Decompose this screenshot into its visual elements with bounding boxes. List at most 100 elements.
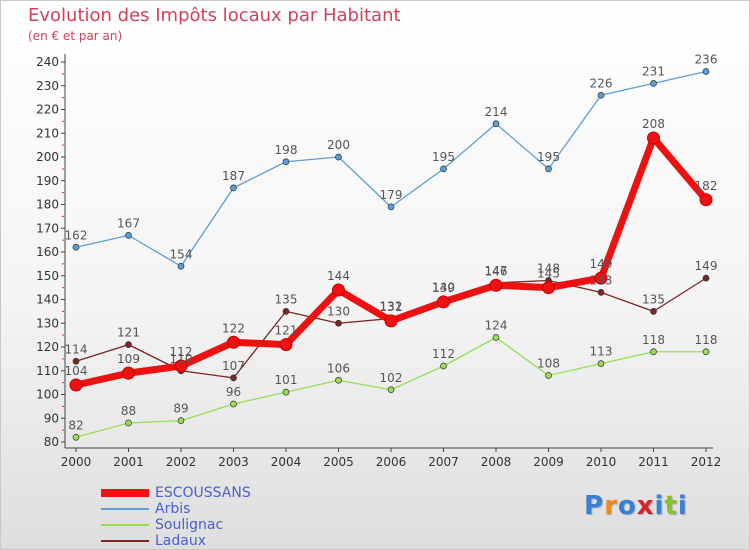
data-label-soulignac: 108	[537, 357, 560, 371]
data-label-escoussans: 146	[485, 264, 508, 278]
y-tick-label: 220	[36, 103, 59, 117]
logo-letter: i	[654, 491, 665, 521]
legend-item-ladaux: Ladaux	[101, 533, 251, 549]
data-point-soulignac	[702, 348, 710, 356]
data-point-arbis	[650, 80, 657, 87]
data-label-arbis: 179	[380, 188, 403, 202]
data-point-ladaux	[597, 289, 605, 296]
data-point-ladaux	[282, 308, 290, 315]
data-point-escoussans	[69, 378, 83, 392]
data-label-ladaux: 135	[642, 292, 665, 306]
y-tick-label: 140	[36, 293, 59, 307]
data-label-soulignac: 118	[642, 333, 665, 347]
x-tick-label: 2010	[586, 455, 617, 469]
data-point-soulignac	[125, 419, 132, 427]
legend-item-soulignac: Soulignac	[101, 517, 251, 533]
data-point-arbis	[545, 165, 552, 173]
data-label-arbis: 195	[432, 150, 455, 164]
x-tick-label: 2000	[61, 455, 92, 469]
data-point-soulignac	[492, 334, 500, 341]
legend-label-arbis: Arbis	[155, 501, 191, 517]
legend-label-ladaux: Ladaux	[155, 533, 207, 549]
data-label-arbis: 198	[275, 143, 298, 157]
x-tick-label: 2012	[691, 455, 722, 469]
legend-label-escoussans: ESCOUSSANS	[155, 485, 251, 501]
logo-letter: o	[617, 491, 637, 521]
data-label-soulignac: 88	[121, 404, 136, 418]
data-point-arbis	[282, 158, 290, 166]
data-label-escoussans: 145	[537, 267, 560, 281]
data-point-escoussans	[174, 359, 188, 373]
data-label-soulignac: 89	[173, 402, 188, 416]
y-tick-label: 170	[36, 221, 59, 235]
data-point-escoussans	[489, 278, 503, 292]
data-point-ladaux	[230, 374, 237, 382]
data-point-soulignac	[282, 388, 290, 396]
y-tick-label: 190	[36, 174, 59, 188]
data-point-soulignac	[650, 348, 657, 356]
x-tick-label: 2005	[323, 455, 354, 469]
y-tick-label: 80	[44, 435, 59, 449]
data-point-ladaux	[125, 341, 132, 348]
data-label-escoussans: 122	[222, 321, 245, 335]
logo-letter: i	[677, 491, 688, 521]
y-tick-label: 160	[36, 245, 59, 259]
data-label-soulignac: 82	[68, 418, 83, 432]
data-label-soulignac: 106	[327, 361, 350, 375]
data-label-escoussans: 182	[695, 179, 718, 193]
data-point-escoussans	[122, 366, 135, 380]
y-tick-label: 90	[44, 411, 59, 425]
data-label-soulignac: 101	[275, 373, 298, 387]
y-tick-label: 180	[36, 198, 59, 212]
data-point-soulignac	[387, 386, 395, 394]
x-tick-label: 2001	[113, 455, 144, 469]
data-label-ladaux: 148	[537, 262, 560, 276]
data-label-escoussans: 208	[642, 117, 665, 131]
data-point-ladaux	[702, 274, 710, 282]
chart-subtitle: (en € et par an)	[28, 29, 123, 43]
data-label-arbis: 187	[222, 169, 245, 183]
data-point-soulignac	[177, 417, 185, 424]
data-label-escoussans: 149	[590, 257, 613, 271]
legend-item-escoussans: ESCOUSSANS	[101, 485, 251, 501]
data-label-escoussans: 112	[170, 345, 193, 359]
data-point-escoussans	[279, 338, 293, 352]
data-point-escoussans	[542, 281, 555, 295]
chart-data-labels: 162 167 154 187 198 200 179 195 214 195 226 231 236 8…	[65, 53, 718, 433]
data-label-ladaux: 110	[170, 352, 193, 366]
data-point-ladaux	[650, 308, 657, 315]
y-tick-label: 240	[36, 55, 59, 69]
x-tick-label: 2006	[376, 455, 407, 469]
data-point-escoussans	[594, 271, 608, 285]
data-point-soulignac	[597, 360, 605, 367]
legend-swatch-escoussans	[101, 489, 149, 497]
x-tick-label: 2004	[271, 455, 302, 469]
data-label-escoussans: 139	[432, 281, 455, 295]
y-tick-label: 100	[36, 388, 59, 402]
x-tick-label: 2002	[166, 455, 197, 469]
data-label-arbis: 200	[327, 138, 350, 152]
data-label-soulignac: 113	[590, 345, 613, 359]
proxiti-logo: Proxiti	[584, 491, 688, 521]
legend-swatch-soulignac	[101, 524, 149, 526]
x-tick-label: 2003	[218, 455, 249, 469]
data-label-ladaux: 149	[695, 259, 718, 273]
data-label-arbis: 195	[537, 150, 560, 164]
data-label-ladaux: 107	[222, 359, 245, 373]
series-line-arbis	[75, 70, 707, 267]
chart-axes: 8090100110120130140150160170180190200210…	[36, 54, 721, 469]
data-point-escoussans	[332, 283, 345, 297]
data-label-ladaux: 140	[432, 281, 455, 295]
data-label-escoussans: 109	[117, 352, 140, 366]
data-label-arbis: 236	[695, 53, 718, 67]
data-label-ladaux: 147	[485, 264, 508, 278]
data-label-ladaux: 114	[65, 342, 88, 356]
data-label-escoussans: 144	[327, 269, 350, 283]
data-point-ladaux	[335, 319, 342, 327]
data-point-arbis	[492, 120, 500, 128]
y-tick-label: 130	[36, 316, 59, 330]
y-tick-label: 150	[36, 269, 59, 283]
y-tick-label: 210	[36, 126, 59, 140]
data-point-arbis	[702, 68, 710, 75]
data-label-arbis: 162	[65, 228, 88, 242]
